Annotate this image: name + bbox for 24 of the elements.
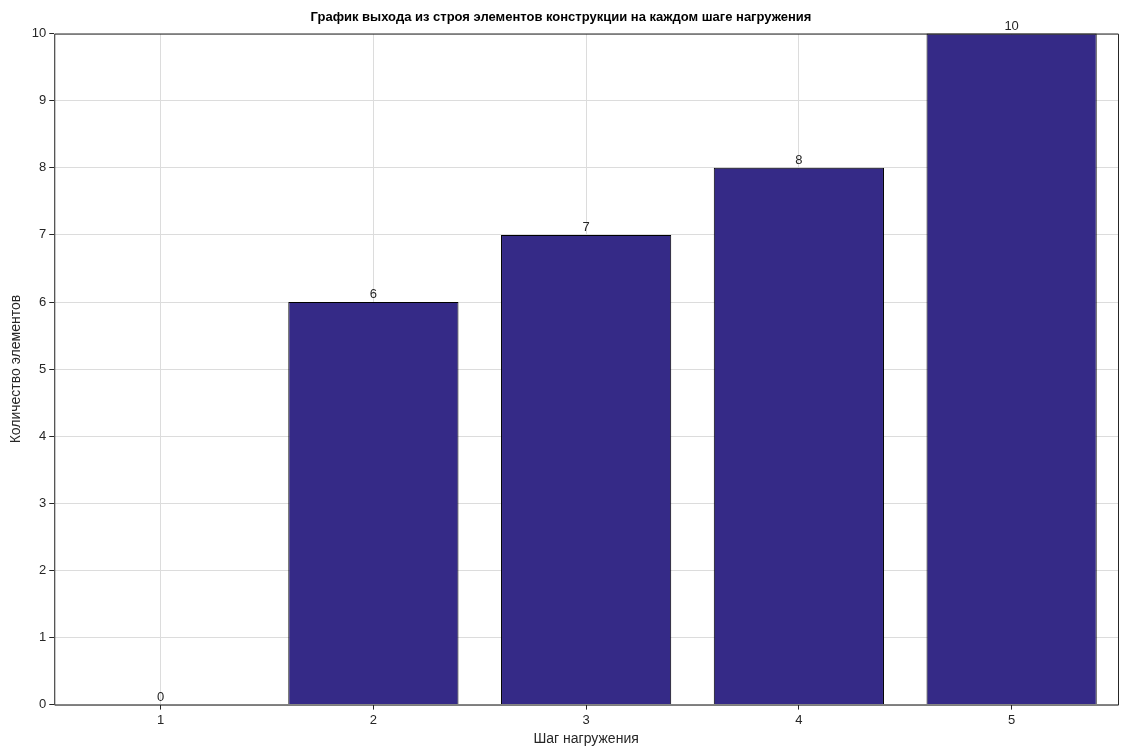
data-label: 7: [582, 218, 590, 234]
x-tick-label: 4: [795, 711, 803, 727]
y-tick-label: 1: [39, 629, 47, 645]
x-tick-label: 1: [157, 711, 165, 727]
data-label: 8: [795, 151, 803, 167]
y-tick-label: 8: [39, 159, 47, 175]
x-tick-label: 5: [1008, 711, 1016, 727]
data-label: 0: [157, 688, 165, 704]
y-tick-label: 10: [31, 25, 47, 41]
y-tick-label: 3: [39, 494, 47, 510]
y-tick-label: 2: [39, 561, 47, 577]
y-tick-label: 4: [39, 427, 47, 443]
x-tick-label: 3: [582, 711, 590, 727]
x-axis-title: Шаг нагружения: [533, 730, 639, 747]
chart-title: График выхода из строя элементов конструкции на каждом шаге нагружения: [310, 9, 812, 25]
y-tick-label: 0: [39, 696, 47, 712]
y-axis-title: Количество элементов: [7, 294, 24, 444]
data-label: 6: [369, 286, 377, 302]
y-tick-label: 9: [39, 92, 47, 108]
y-tick-label: 7: [39, 226, 47, 242]
data-label: 10: [1004, 17, 1019, 33]
y-tick-label: 6: [39, 293, 47, 309]
x-tick-label: 2: [369, 711, 377, 727]
y-tick-label: 5: [39, 360, 47, 376]
